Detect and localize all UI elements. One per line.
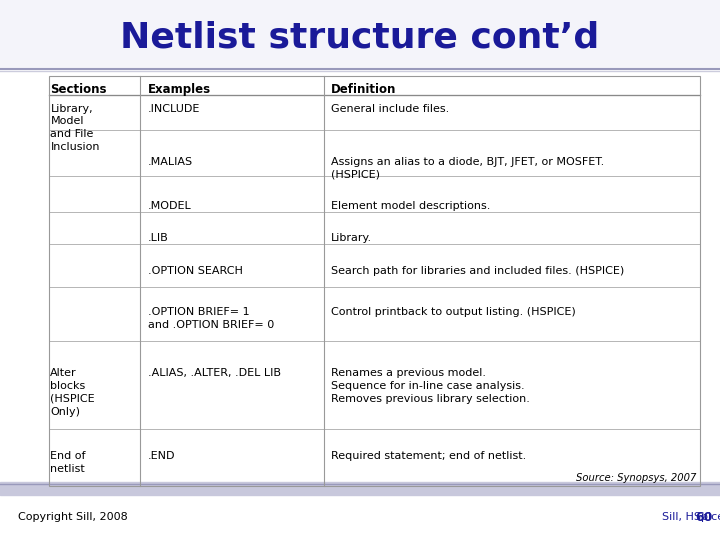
Text: Source: Synopsys, 2007: Source: Synopsys, 2007 [576,473,696,483]
Text: 60: 60 [695,511,712,524]
Text: Examples: Examples [148,83,211,96]
Text: .MODEL: .MODEL [148,201,192,211]
Text: General include files.: General include files. [331,104,449,114]
Text: Sections: Sections [50,83,107,96]
Text: Netlist structure cont’d: Netlist structure cont’d [120,21,600,55]
Bar [49,76,700,486]
Text: Control printback to output listing. (HSPICE): Control printback to output listing. (HS… [331,307,576,317]
Text: .INCLUDE: .INCLUDE [148,104,200,114]
Text: End of
netlist: End of netlist [50,451,86,474]
Text: Required statement; end of netlist.: Required statement; end of netlist. [331,451,526,461]
Text: Element model descriptions.: Element model descriptions. [331,201,490,211]
Text: Sill, HSpice: Sill, HSpice [662,512,720,522]
Text: Definition: Definition [331,83,397,96]
Bar [0,482,720,495]
Text: .END: .END [148,451,175,461]
Text: Search path for libraries and included files. (HSPICE): Search path for libraries and included f… [331,266,624,276]
Bar [0,0,720,68]
Text: Alter
blocks
(HSPICE
Only): Alter blocks (HSPICE Only) [50,368,95,417]
Text: .LIB: .LIB [148,233,168,244]
Text: Copyright Sill, 2008: Copyright Sill, 2008 [18,512,127,522]
Text: .OPTION BRIEF= 1
and .OPTION BRIEF= 0: .OPTION BRIEF= 1 and .OPTION BRIEF= 0 [148,307,274,329]
Text: Library,
Model
and File
Inclusion: Library, Model and File Inclusion [50,104,100,152]
Text: Renames a previous model.
Sequence for in-line case analysis.
Removes previous l: Renames a previous model. Sequence for i… [331,368,530,404]
Text: Assigns an alias to a diode, BJT, JFET, or MOSFET.
(HSPICE): Assigns an alias to a diode, BJT, JFET, … [331,157,605,179]
Text: .MALIAS: .MALIAS [148,157,193,167]
Text: .ALIAS, .ALTER, .DEL LIB: .ALIAS, .ALTER, .DEL LIB [148,368,281,379]
Text: Library.: Library. [331,233,372,244]
Text: .OPTION SEARCH: .OPTION SEARCH [148,266,243,276]
